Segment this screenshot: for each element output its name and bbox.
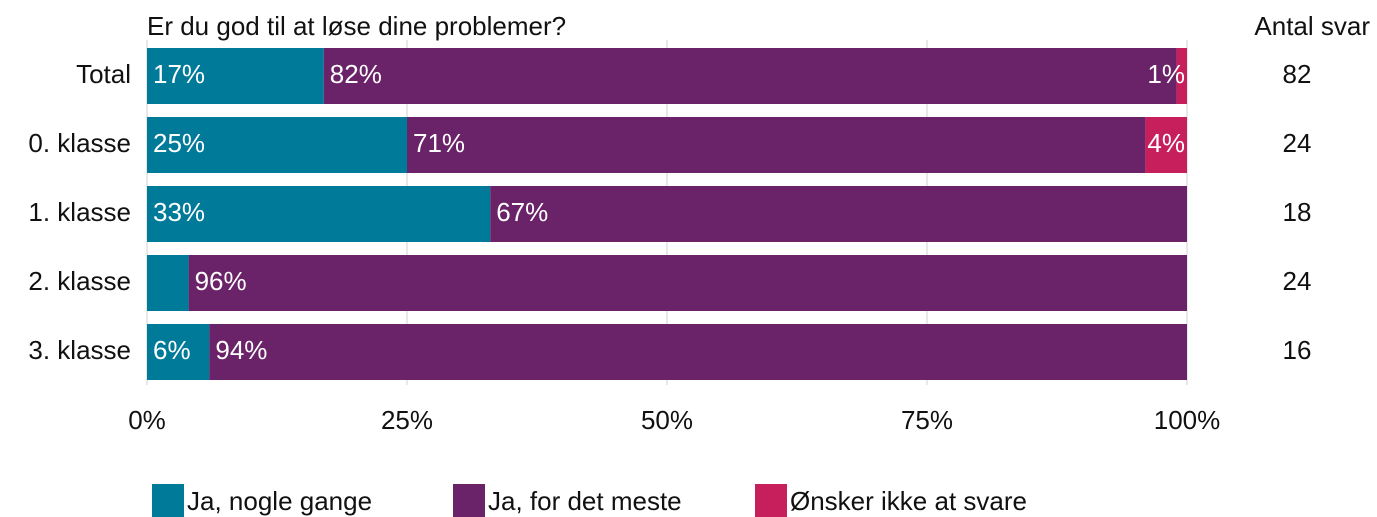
value-label: 94% [215, 335, 267, 365]
bar-segment [188, 255, 1188, 311]
value-label: 25% [153, 128, 205, 158]
y-tick-label: 2. klasse [28, 266, 131, 296]
chart-title: Er du god til at løse dine problemer? [147, 11, 566, 41]
x-tick-label: 50% [641, 405, 693, 435]
bar-segment [147, 324, 210, 380]
bar-segment [147, 117, 407, 173]
count-label: 82 [1283, 59, 1312, 89]
value-label: 1% [1147, 59, 1185, 89]
legend-swatch [755, 484, 787, 517]
y-tick-label: Total [76, 59, 131, 89]
count-header: Antal svar [1254, 11, 1370, 41]
bar-segment [323, 48, 1177, 104]
value-label: 71% [413, 128, 465, 158]
legend-label: Ja, for det meste [488, 486, 682, 516]
bar-segment [1145, 117, 1187, 173]
value-label: 17% [153, 59, 205, 89]
bar-segment [407, 117, 1146, 173]
count-label: 18 [1283, 197, 1312, 227]
count-label: 16 [1283, 335, 1312, 365]
value-label: 67% [496, 197, 548, 227]
x-tick-label: 0% [128, 405, 166, 435]
bar-segment [209, 324, 1187, 380]
count-label: 24 [1283, 128, 1312, 158]
y-tick-label: 3. klasse [28, 335, 131, 365]
x-tick-label: 75% [901, 405, 953, 435]
value-label: 4% [1147, 128, 1185, 158]
value-label: 82% [330, 59, 382, 89]
bar-segment [1176, 48, 1187, 104]
legend-label: Ønsker ikke at svare [790, 486, 1027, 516]
value-label: 96% [195, 266, 247, 296]
bar-segment [147, 48, 324, 104]
x-tick-label: 100% [1154, 405, 1221, 435]
count-label: 24 [1283, 266, 1312, 296]
value-label: 6% [153, 335, 191, 365]
x-tick-label: 25% [381, 405, 433, 435]
value-label: 33% [153, 197, 205, 227]
bar-segment [147, 255, 189, 311]
legend-swatch [453, 484, 485, 517]
y-tick-label: 1. klasse [28, 197, 131, 227]
y-tick-label: 0. klasse [28, 128, 131, 158]
bar-segment [490, 186, 1187, 242]
bar-segment [147, 186, 491, 242]
legend-label: Ja, nogle gange [187, 486, 372, 516]
legend-swatch [152, 484, 184, 517]
